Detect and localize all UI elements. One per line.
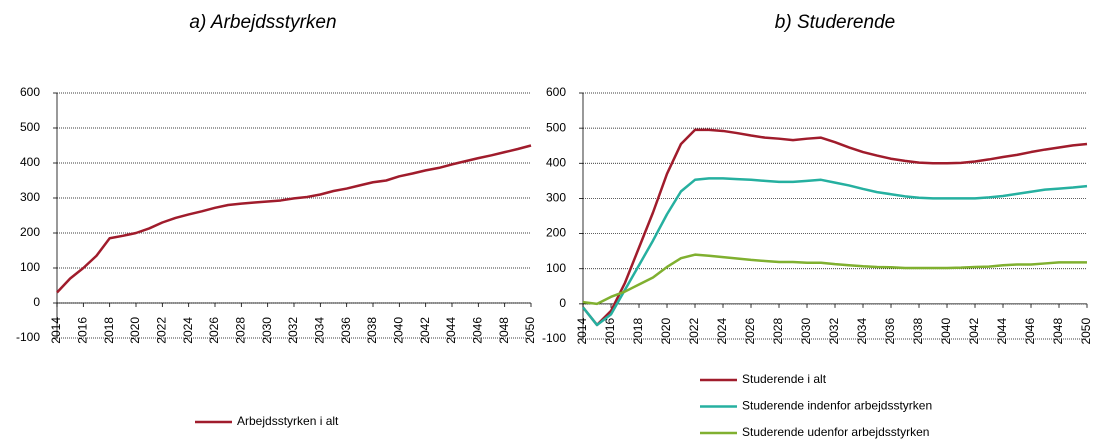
x-tick-label: 2032 [286, 317, 300, 344]
x-tick-label: 2048 [1051, 318, 1065, 345]
x-tick-label: 2022 [687, 318, 701, 345]
legend-label: Arbejdsstyrken i alt [237, 414, 339, 428]
x-tick-label: 2050 [1079, 318, 1093, 345]
x-tick-label: 2036 [339, 317, 353, 344]
series-line [56, 144, 532, 294]
x-tick-label: 2020 [659, 318, 673, 345]
x-tick-label: 2014 [575, 318, 589, 345]
x-tick-label: 2032 [827, 318, 841, 345]
y-tick-label: -100 [542, 331, 566, 345]
y-tick-label: 200 [546, 226, 566, 240]
legend-label: Studerende indenfor arbejdsstyrken [742, 399, 932, 413]
chart-title: a) Arbejdsstyrken [189, 12, 336, 33]
x-tick-label: 2018 [631, 318, 645, 345]
x-tick-label: 2018 [102, 317, 116, 344]
x-tick-label: 2026 [743, 318, 757, 345]
x-tick-label: 2042 [967, 318, 981, 345]
y-tick-label: 500 [20, 120, 40, 134]
legend-label: Studerende udenfor arbejdsstyrken [742, 425, 929, 439]
x-tick-label: 2040 [939, 318, 953, 345]
chart-title: b) Studerende [775, 12, 895, 33]
x-tick-label: 2030 [799, 318, 813, 345]
x-tick-label: 2030 [260, 317, 274, 344]
x-tick-label: 2040 [392, 317, 406, 344]
x-tick-label: 2046 [471, 317, 485, 344]
y-tick-label: 300 [20, 190, 40, 204]
x-tick-label: 2034 [313, 317, 327, 344]
y-tick-label: 600 [20, 85, 40, 99]
y-tick-label: 400 [546, 155, 566, 169]
x-tick-label: 2016 [603, 318, 617, 345]
y-tick-label: 200 [20, 225, 40, 239]
x-tick-label: 2016 [76, 317, 90, 344]
x-tick-label: 2036 [883, 318, 897, 345]
series-line [582, 128, 1088, 327]
x-tick-label: 2028 [234, 317, 248, 344]
y-tick-label: 100 [20, 260, 40, 274]
y-tick-label: 300 [546, 191, 566, 205]
y-tick-label: 100 [546, 261, 566, 275]
x-tick-label: 2028 [771, 318, 785, 345]
x-tick-label: 2022 [155, 317, 169, 344]
y-tick-label: 600 [546, 85, 566, 99]
x-tick-label: 2024 [181, 317, 195, 344]
x-tick-label: 2046 [1023, 318, 1037, 345]
x-tick-label: 2038 [911, 318, 925, 345]
y-tick-label: -100 [16, 330, 40, 344]
x-tick-label: 2044 [995, 318, 1009, 345]
legend-label: Studerende i alt [742, 372, 827, 386]
x-tick-label: 2034 [855, 318, 869, 345]
x-tick-label: 2038 [365, 317, 379, 344]
y-tick-label: 0 [33, 295, 40, 309]
x-tick-label: 2044 [444, 317, 458, 344]
x-tick-label: 2026 [207, 317, 221, 344]
x-tick-label: 2048 [497, 317, 511, 344]
x-tick-label: 2050 [523, 317, 537, 344]
y-tick-label: 0 [559, 296, 566, 310]
y-tick-label: 400 [20, 155, 40, 169]
series-line [582, 177, 1088, 327]
x-tick-label: 2024 [715, 318, 729, 345]
x-tick-label: 2014 [49, 317, 63, 344]
x-tick-label: 2042 [418, 317, 432, 344]
y-tick-label: 500 [546, 120, 566, 134]
series-line [582, 253, 1087, 306]
x-tick-label: 2020 [128, 317, 142, 344]
